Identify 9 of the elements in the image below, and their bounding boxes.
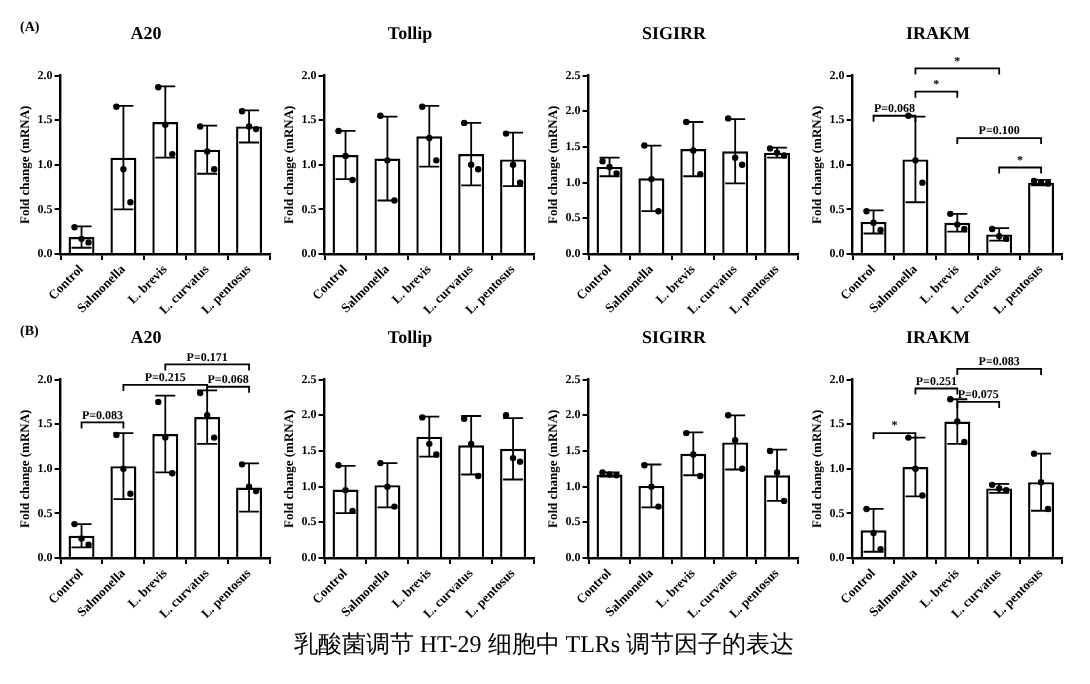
chart-title: Tollip	[387, 327, 433, 348]
chart-title: A20	[130, 23, 163, 44]
chart-title: SIGIRR	[641, 23, 707, 44]
chart-title: Tollip	[387, 23, 433, 44]
text: 乳酸菌调节 HT-29 细胞中 TLRs 调节因子的表达	[291, 628, 797, 662]
chart-title: A20	[130, 327, 163, 348]
chart-title: IRAKM	[906, 23, 971, 44]
chart-title: SIGIRR	[641, 327, 707, 348]
chart-title: IRAKM	[906, 327, 971, 348]
